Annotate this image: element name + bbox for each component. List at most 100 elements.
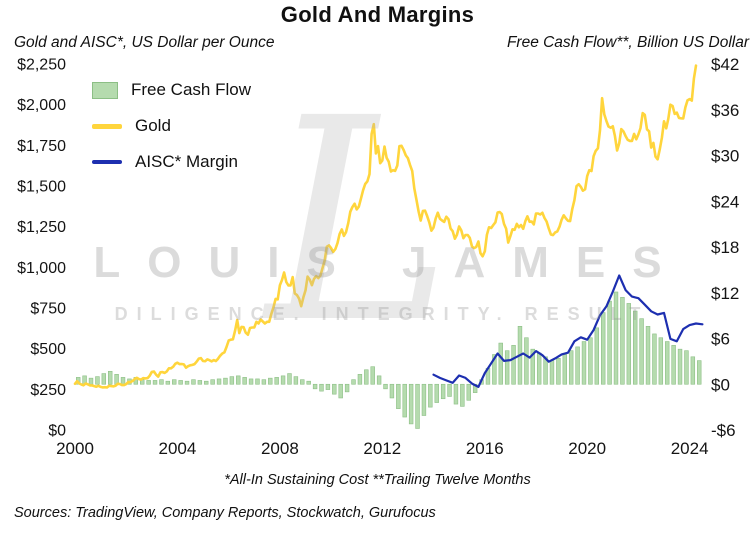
fcf-bar <box>607 300 612 385</box>
footnote: *All-In Sustaining Cost **Trailing Twelv… <box>224 472 531 488</box>
fcf-bar <box>300 379 305 385</box>
fcf-bar <box>671 345 676 385</box>
fcf-bar <box>165 380 171 385</box>
legend-item-gold: Gold <box>92 116 251 136</box>
fcf-bar <box>344 383 350 393</box>
left-axis-tick: $1,250 <box>17 219 66 236</box>
fcf-bar <box>108 370 113 385</box>
fcf-bar <box>415 383 420 429</box>
fcf-bar <box>556 358 561 385</box>
fcf-bar <box>549 360 555 385</box>
fcf-bar <box>408 383 414 425</box>
fcf-bar <box>306 380 311 385</box>
fcf-bar <box>434 383 439 403</box>
fcf-bar <box>210 379 215 385</box>
fcf-bar <box>626 303 632 385</box>
right-axis-tick: $24 <box>711 192 739 211</box>
fcf-bar <box>690 356 696 385</box>
right-axis-tick: $42 <box>711 55 739 74</box>
fcf-bar <box>172 379 177 385</box>
fcf-bar <box>191 379 196 385</box>
sources: Sources: TradingView, Company Reports, S… <box>14 505 436 521</box>
fcf-bar <box>677 348 683 385</box>
fcf-bar <box>261 379 267 385</box>
left-axis-title: Gold and AISC*, US Dollar per Ounce <box>14 34 275 51</box>
fcf-bar <box>319 383 324 392</box>
right-axis-title: Free Cash Flow**, Billion US Dollar <box>506 34 749 51</box>
aisc-margin-line <box>432 274 704 388</box>
fcf-bar <box>498 342 503 385</box>
fcf-bar <box>428 383 433 408</box>
x-axis-tick: 2012 <box>363 439 401 458</box>
fcf-bar <box>440 383 446 400</box>
right-axis-tick: -$6 <box>711 421 736 440</box>
fcf-bar <box>389 383 395 399</box>
legend-label-aisc: AISC* Margin <box>135 152 238 171</box>
fcf-bar <box>383 383 388 390</box>
fcf-bar <box>562 354 567 385</box>
fcf-bar-swatch-icon <box>92 81 118 99</box>
fcf-bar <box>280 375 286 385</box>
fcf-bar <box>460 383 465 407</box>
legend-label-fcf: Free Cash Flow <box>131 80 251 99</box>
fcf-bar <box>338 383 343 399</box>
fcf-bar <box>697 360 702 385</box>
x-axis-tick: 2000 <box>56 439 94 458</box>
right-axis-tick: $36 <box>711 101 739 120</box>
right-axis-tick: $0 <box>711 375 730 394</box>
chart-area: $0 $250 $500 $750 $1,000 $1,250 $1,500 $1,750 $2… <box>0 52 755 464</box>
fcf-bar <box>594 327 599 385</box>
legend-label-gold: Gold <box>135 116 171 135</box>
chart-title: Gold And Margins <box>280 2 475 27</box>
gold-line-swatch-icon <box>92 123 122 129</box>
fcf-bar <box>325 383 331 390</box>
fcf-bar <box>402 383 407 418</box>
fcf-bar <box>184 380 190 385</box>
fcf-bar <box>613 291 619 385</box>
right-axis-tick: $6 <box>711 330 730 349</box>
fcf-bar <box>101 373 107 385</box>
fcf-bar <box>665 341 670 385</box>
fcf-bar <box>684 350 689 385</box>
fcf-bar <box>223 377 228 385</box>
left-axis-tick: $1,750 <box>17 138 66 155</box>
fcf-bar <box>466 383 471 401</box>
left-axis-tick: $2,250 <box>17 57 66 74</box>
fcf-bar <box>120 377 126 385</box>
fcf-bar <box>581 341 587 385</box>
fcf-bar <box>601 312 606 385</box>
fcf-bar <box>588 337 593 385</box>
fcf-bar <box>229 376 235 385</box>
fcf-bar <box>159 379 164 385</box>
fcf-bar <box>364 369 369 385</box>
fcf-bar <box>178 380 183 385</box>
fcf-bar <box>255 378 260 385</box>
fcf-bar <box>152 380 158 385</box>
left-axis-tick: $250 <box>30 382 66 399</box>
legend-item-free-cash-flow: Free Cash Flow <box>92 80 251 100</box>
fcf-bar <box>95 376 100 385</box>
fcf-bar <box>216 378 222 385</box>
fcf-bar <box>248 378 254 385</box>
x-axis-tick: 2016 <box>466 439 504 458</box>
fcf-bar <box>530 348 535 385</box>
fcf-bar <box>652 333 657 385</box>
left-axis-tick: $500 <box>30 341 66 358</box>
fcf-bar <box>312 383 318 390</box>
fcf-bar <box>197 380 203 385</box>
fcf-bar <box>453 383 459 405</box>
fcf-bar <box>236 375 241 385</box>
aisc-line-swatch-icon <box>92 160 122 164</box>
left-axis-tick: $0 <box>48 423 66 440</box>
fcf-bars <box>76 291 702 429</box>
fcf-bar <box>504 350 510 385</box>
fcf-bar <box>357 374 363 385</box>
fcf-bar <box>370 366 375 385</box>
fcf-bar <box>658 337 664 385</box>
fcf-bar <box>492 354 497 385</box>
fcf-bar <box>421 383 427 416</box>
fcf-bar <box>332 383 337 395</box>
fcf-bar <box>351 379 356 385</box>
fcf-bar <box>146 380 151 385</box>
